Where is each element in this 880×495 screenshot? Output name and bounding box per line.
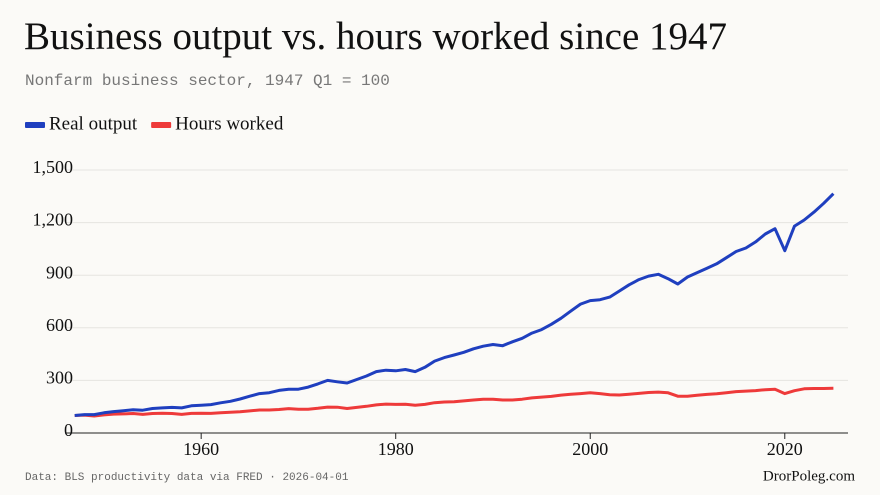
y-tick-label: 900 <box>46 262 73 282</box>
x-tick-label: 1980 <box>378 439 414 459</box>
legend-swatch <box>151 122 172 128</box>
x-tick-label: 2020 <box>767 439 803 459</box>
x-tick-label: 2000 <box>572 439 608 459</box>
chart-subtitle: Nonfarm business sector, 1947 Q1 = 100 <box>25 72 390 90</box>
x-tick-label: 1960 <box>183 439 219 459</box>
y-tick-label: 1,200 <box>33 210 74 230</box>
source-note: Data: BLS productivity data via FRED · 2… <box>25 472 349 484</box>
y-tick-label: 300 <box>46 368 73 388</box>
legend-swatch <box>25 122 45 128</box>
y-tick-label: 600 <box>46 315 73 335</box>
y-tick-label: 0 <box>64 420 73 440</box>
series-line <box>74 386 834 418</box>
chart-title: Business output vs. hours worked since 1… <box>24 15 727 58</box>
y-tick-label: 1,500 <box>33 157 74 177</box>
series-line <box>74 192 835 417</box>
legend-label: Hours worked <box>175 113 284 134</box>
legend-label: Real output <box>49 113 138 134</box>
brand: DrorPoleg.com <box>763 468 855 484</box>
